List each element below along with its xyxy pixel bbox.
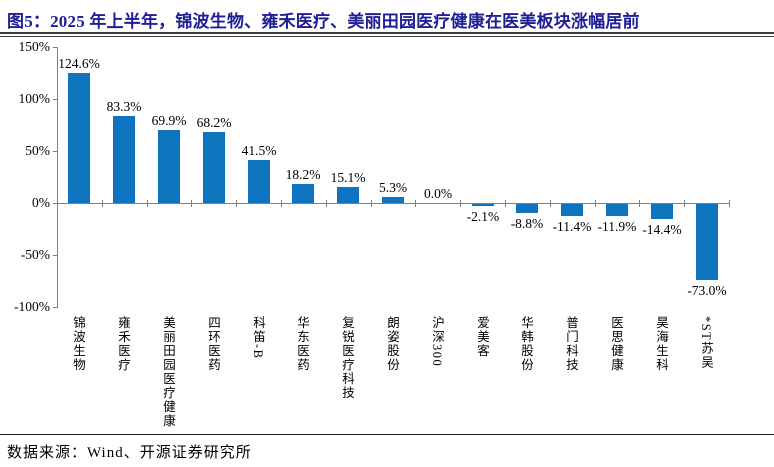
bar-value-label: -11.4% xyxy=(552,219,592,234)
x-axis-category-label: 朗姿股份 xyxy=(385,316,399,372)
bar xyxy=(651,204,673,219)
x-axis-tick xyxy=(550,200,551,207)
y-axis-line xyxy=(57,47,58,307)
x-axis-tick xyxy=(371,200,372,207)
x-axis-category-label: 科笛-B xyxy=(251,316,265,360)
bar-value-label: 69.9% xyxy=(151,113,187,128)
bar xyxy=(337,187,359,203)
bar-value-label: -11.9% xyxy=(597,219,637,234)
x-axis-line xyxy=(57,203,729,204)
bar-value-label: -2.1% xyxy=(466,209,500,224)
y-axis-tick-label: 50% xyxy=(25,143,50,158)
x-axis-tick xyxy=(236,200,237,207)
title-divider-thin xyxy=(0,36,774,37)
y-axis-tick-label: 0% xyxy=(32,195,50,210)
x-axis-tick xyxy=(281,200,282,207)
bar xyxy=(472,204,494,206)
x-axis-category-label: *ST苏吴 xyxy=(699,316,713,370)
footer-divider xyxy=(0,434,774,435)
y-axis-tick xyxy=(53,99,58,100)
x-axis-category-label: 昊海生科 xyxy=(654,316,668,372)
y-axis-tick xyxy=(53,203,58,204)
x-axis-tick xyxy=(191,200,192,207)
x-axis-category-label: 锦波生物 xyxy=(71,316,85,372)
bar xyxy=(516,204,538,213)
bar-value-label: 5.3% xyxy=(378,180,408,195)
bar-value-label: 18.2% xyxy=(285,167,321,182)
y-axis-tick-label: 150% xyxy=(18,39,51,54)
bar-value-label: 0.0% xyxy=(423,186,453,201)
bar xyxy=(382,197,404,203)
bar xyxy=(696,204,718,280)
y-axis-tick-label: -100% xyxy=(14,299,50,314)
x-axis-tick xyxy=(415,200,416,207)
x-axis-category-label: 普门科技 xyxy=(564,316,578,372)
y-axis-tick-label: 100% xyxy=(18,91,51,106)
x-axis-category-label: 华韩股份 xyxy=(519,316,533,372)
bar-value-label: -73.0% xyxy=(687,283,727,298)
bar-value-label: 83.3% xyxy=(106,99,142,114)
bar xyxy=(113,116,135,203)
y-axis-tick xyxy=(53,307,58,308)
x-axis-tick xyxy=(102,200,103,207)
x-axis-tick xyxy=(147,200,148,207)
bar xyxy=(158,130,180,203)
bar-value-label: 68.2% xyxy=(196,115,232,130)
x-axis-tick xyxy=(505,200,506,207)
bar xyxy=(561,204,583,216)
bar-value-label: 124.6% xyxy=(58,56,100,71)
bar xyxy=(248,160,270,203)
bar xyxy=(203,132,225,203)
x-axis-category-label: 美丽田园医疗健康 xyxy=(161,316,175,428)
source-note: 数据来源：Wind、开源证券研究所 xyxy=(7,445,252,461)
bar-value-label: -14.4% xyxy=(642,222,682,237)
bar xyxy=(606,204,628,216)
y-axis-tick xyxy=(53,47,58,48)
bar xyxy=(68,73,90,203)
y-axis-tick-label: -50% xyxy=(20,247,50,262)
x-axis-category-label: 沪深300 xyxy=(430,316,444,368)
x-axis-tick xyxy=(684,200,685,207)
bar xyxy=(292,184,314,203)
x-axis-category-label: 雍禾医疗 xyxy=(116,316,130,372)
x-axis-category-label: 复锐医疗科技 xyxy=(340,316,354,400)
y-axis-tick xyxy=(53,151,58,152)
x-axis-tick xyxy=(639,200,640,207)
bar-chart: 150% 100% 50% 0% -50% -100% 124.6% 锦波生物 83.3% 雍禾医… xyxy=(0,38,774,434)
x-axis-tick xyxy=(326,200,327,207)
x-axis-category-label: 四环医药 xyxy=(206,316,220,372)
y-axis-tick xyxy=(53,255,58,256)
x-axis-category-label: 医思健康 xyxy=(609,316,623,372)
title-divider-thick xyxy=(0,32,774,34)
figure-title: 图5：2025 年上半年，锦波生物、雍禾医疗、美丽田园医疗健康在医美板块涨幅居前 xyxy=(7,12,640,31)
x-axis-tick xyxy=(595,200,596,207)
bar-value-label: -8.8% xyxy=(510,216,544,231)
bar-value-label: 15.1% xyxy=(330,170,366,185)
bar-value-label: 41.5% xyxy=(241,143,277,158)
x-axis-tick xyxy=(729,200,730,207)
x-axis-tick xyxy=(460,200,461,207)
x-axis-category-label: 爱美客 xyxy=(475,316,489,358)
x-axis-category-label: 华东医药 xyxy=(295,316,309,372)
